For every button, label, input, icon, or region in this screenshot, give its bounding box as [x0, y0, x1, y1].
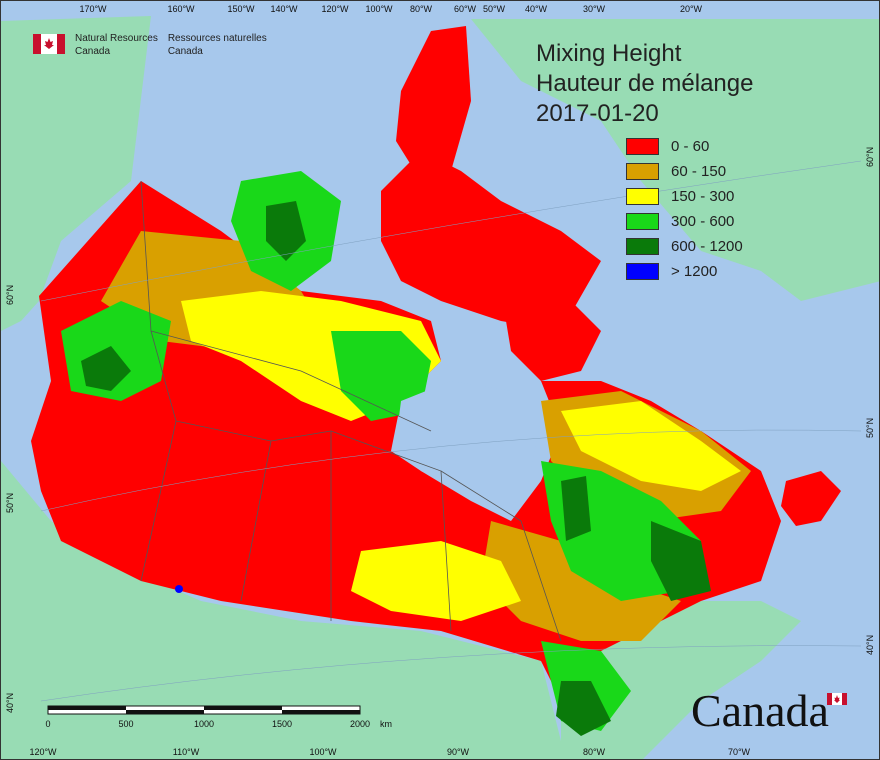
agency-name-en-line: Canada [75, 46, 111, 57]
arctic-islands [381, 151, 601, 331]
legend-swatch [626, 238, 659, 255]
agency-name-en-line: Natural Resources [75, 33, 158, 44]
scale-tick: 500 [118, 719, 134, 729]
tick-bottom: 120°W [29, 747, 57, 757]
tick-bottom: 70°W [727, 747, 751, 757]
legend-item: 300 - 600 [626, 209, 743, 234]
legend-item: > 1200 [626, 259, 743, 284]
legend-swatch [626, 263, 659, 280]
legend-swatch [626, 213, 659, 230]
tick-bottom: 110°W [172, 747, 200, 757]
tick-bottom: 80°W [582, 747, 606, 757]
tick-top: 150°W [227, 4, 255, 14]
map-title: Mixing Height Hauteur de mélange 2017-01… [536, 39, 753, 129]
zone-darkgreen-5 [556, 681, 611, 736]
zone-green-central [331, 331, 431, 421]
tick-bottom: 100°W [309, 747, 337, 757]
scale-bar: 0 500 1000 1500 2000 km [45, 703, 392, 729]
title-fr: Hauteur de mélange [536, 70, 754, 97]
agency-name-fr: Ressources naturelles Canada [168, 32, 267, 58]
scale-tick: 2000 [349, 719, 371, 729]
legend-item: 0 - 60 [626, 134, 743, 159]
legend-label: 300 - 600 [671, 213, 735, 230]
legend: 0 - 60 60 - 150 150 - 300 300 - 600 600 - 12… [626, 134, 743, 284]
tick-left: 50°N [5, 492, 15, 513]
tick-bottom: 90°W [446, 747, 470, 757]
zone-darkgreen-1 [81, 346, 131, 391]
title-en: Mixing Height [536, 40, 682, 67]
tick-right: 40°N [865, 634, 875, 655]
legend-label: 150 - 300 [671, 188, 735, 205]
greenland-land [471, 19, 879, 301]
ellesmere-island [396, 26, 471, 181]
legend-label: 0 - 60 [671, 138, 710, 155]
newfoundland [781, 471, 841, 526]
zone-yellow-south [351, 541, 521, 621]
scale-bar-graphic [47, 705, 361, 715]
canada-wordmark: Canada [691, 685, 829, 736]
legend-swatch [626, 138, 659, 155]
hudson-bay [396, 381, 541, 501]
zone-darkgreen-4 [651, 521, 711, 601]
agency-name-fr-line: Ressources naturelles [167, 33, 267, 44]
legend-label: > 1200 [671, 263, 718, 280]
legend-swatch [626, 163, 659, 180]
canada-flag-icon [33, 34, 65, 54]
tick-top: 170°W [79, 4, 107, 14]
tick-top: 140°W [270, 4, 298, 14]
baffin-island [501, 291, 601, 381]
tick-top: 100°W [365, 4, 393, 14]
scale-unit: km [380, 719, 392, 729]
agency-name-en: Natural Resources Canada [75, 32, 158, 58]
tick-top: 20°W [679, 4, 703, 14]
tick-top: 40°W [524, 4, 548, 14]
tick-left: 40°N [5, 692, 15, 713]
tick-left: 60°N [5, 284, 15, 305]
legend-item: 60 - 150 [626, 159, 743, 184]
title-date: 2017-01-20 [536, 100, 659, 127]
zone-darkgreen-3 [561, 476, 591, 541]
tick-top: 160°W [167, 4, 195, 14]
legend-item: 150 - 300 [626, 184, 743, 209]
graticule-lines [40, 160, 862, 702]
legend-swatch [626, 188, 659, 205]
legend-label: 600 - 1200 [671, 238, 743, 255]
province-boundaries [140, 180, 562, 642]
zone-blue [175, 585, 183, 593]
tick-right: 60°N [865, 146, 875, 167]
tick-top: 30°W [582, 4, 606, 14]
agency-name-fr-line: Canada [167, 46, 203, 57]
scale-tick: 1000 [193, 719, 215, 729]
tick-top: 50°W [482, 4, 506, 14]
zone-yellow-east [561, 401, 741, 491]
legend-label: 60 - 150 [671, 163, 727, 180]
zone-darkgreen-2 [266, 201, 306, 261]
tick-top: 120°W [321, 4, 349, 14]
usa-land [1, 461, 597, 759]
tick-top: 80°W [409, 4, 433, 14]
tick-right: 50°N [865, 417, 875, 438]
scale-tick: 0 [45, 719, 51, 729]
wordmark-flag-icon [827, 693, 847, 705]
agency-signature: Natural Resources Canada Ressources natu… [33, 32, 267, 58]
alaska-land [1, 16, 151, 331]
tick-top: 60°W [453, 4, 477, 14]
scale-tick: 1500 [271, 719, 293, 729]
legend-item: 600 - 1200 [626, 234, 743, 259]
